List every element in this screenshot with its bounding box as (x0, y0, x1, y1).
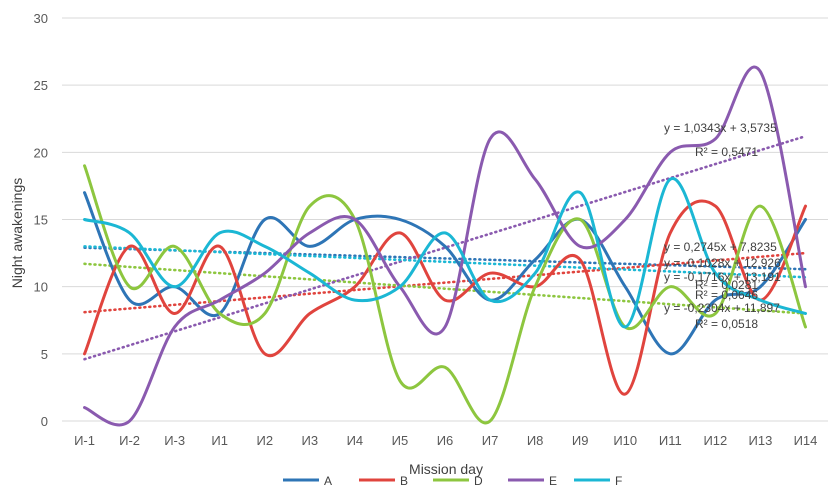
y-axis-ticks: 0 5 10 15 20 25 30 (34, 11, 48, 429)
legend-item-f: F (574, 474, 622, 488)
y-axis-title: Night awakenings (9, 178, 25, 289)
y-tick-label: 30 (34, 11, 48, 26)
series-line-d (83, 164, 807, 425)
y-tick-label: 0 (41, 414, 48, 429)
legend-label: E (549, 474, 557, 488)
trendline-equation: y = -0,1028x + 12,926 (664, 256, 781, 270)
legend-label: B (400, 474, 408, 488)
y-tick-label: 10 (34, 280, 48, 295)
x-tick-label: И14 (794, 433, 818, 448)
x-tick-label: И1 (211, 433, 228, 448)
legend-item-a: A (283, 474, 332, 488)
x-tick-label: И-2 (119, 433, 140, 448)
y-tick-label: 25 (34, 78, 48, 93)
trendlines (83, 134, 807, 361)
trendline-equation: R² = 0,0646 (695, 288, 758, 302)
trendline-equation: y = -0,1716x + 13,191 (664, 270, 781, 284)
trendline-equation: y = 0,2745x + 7,8235 (664, 240, 777, 254)
trendline-d (83, 262, 807, 315)
x-tick-label: И9 (572, 433, 589, 448)
trendline-equations: y = 1,0343x + 3,5735 R² = 0,5471 y = 0,274… (664, 121, 781, 331)
series-lines (83, 65, 807, 427)
x-tick-label: И5 (392, 433, 409, 448)
legend-item-e: E (508, 474, 557, 488)
x-tick-label: И2 (256, 433, 273, 448)
y-tick-label: 20 (34, 145, 48, 160)
legend-label: A (324, 474, 332, 488)
x-tick-label: И3 (302, 433, 319, 448)
trendline-equation: R² = 0,5471 (695, 145, 758, 159)
trendline-equation: y = -0,2304x + 11,897 (664, 301, 780, 315)
x-tick-label: И-1 (74, 433, 95, 448)
legend-item-d: D (433, 474, 483, 488)
x-tick-label: И13 (749, 433, 773, 448)
x-tick-label: И11 (659, 433, 682, 448)
gridlines (62, 17, 828, 355)
x-axis-ticks: И-1 И-2 И-3 И1 И2 И3 И4 И5 И6 И7 И8 И9 И10 И11 И12 И13 И… (74, 433, 817, 448)
y-tick-label: 15 (34, 213, 48, 228)
series-line-f (83, 177, 807, 329)
trendline-e (83, 134, 807, 361)
series-line-e (83, 65, 807, 427)
y-tick-label: 5 (41, 347, 48, 362)
series-line-b (83, 199, 807, 396)
x-tick-label: И12 (703, 433, 727, 448)
x-tick-label: И4 (347, 433, 364, 448)
x-tick-label: И6 (437, 433, 454, 448)
legend-label: F (615, 474, 622, 488)
trendline-b (83, 251, 807, 314)
x-tick-label: И8 (527, 433, 544, 448)
legend-item-b: B (359, 474, 408, 488)
legend-label: D (474, 474, 483, 488)
x-tick-label: И-3 (164, 433, 185, 448)
x-axis-title: Mission day (409, 461, 483, 477)
trendline-equation: R² = 0,0518 (695, 317, 758, 331)
x-tick-label: И10 (613, 433, 637, 448)
trendline-equation: R² = 0,0281 (695, 278, 758, 292)
trendline-equation: y = 1,0343x + 3,5735 (664, 121, 777, 135)
x-tick-label: И7 (482, 433, 499, 448)
